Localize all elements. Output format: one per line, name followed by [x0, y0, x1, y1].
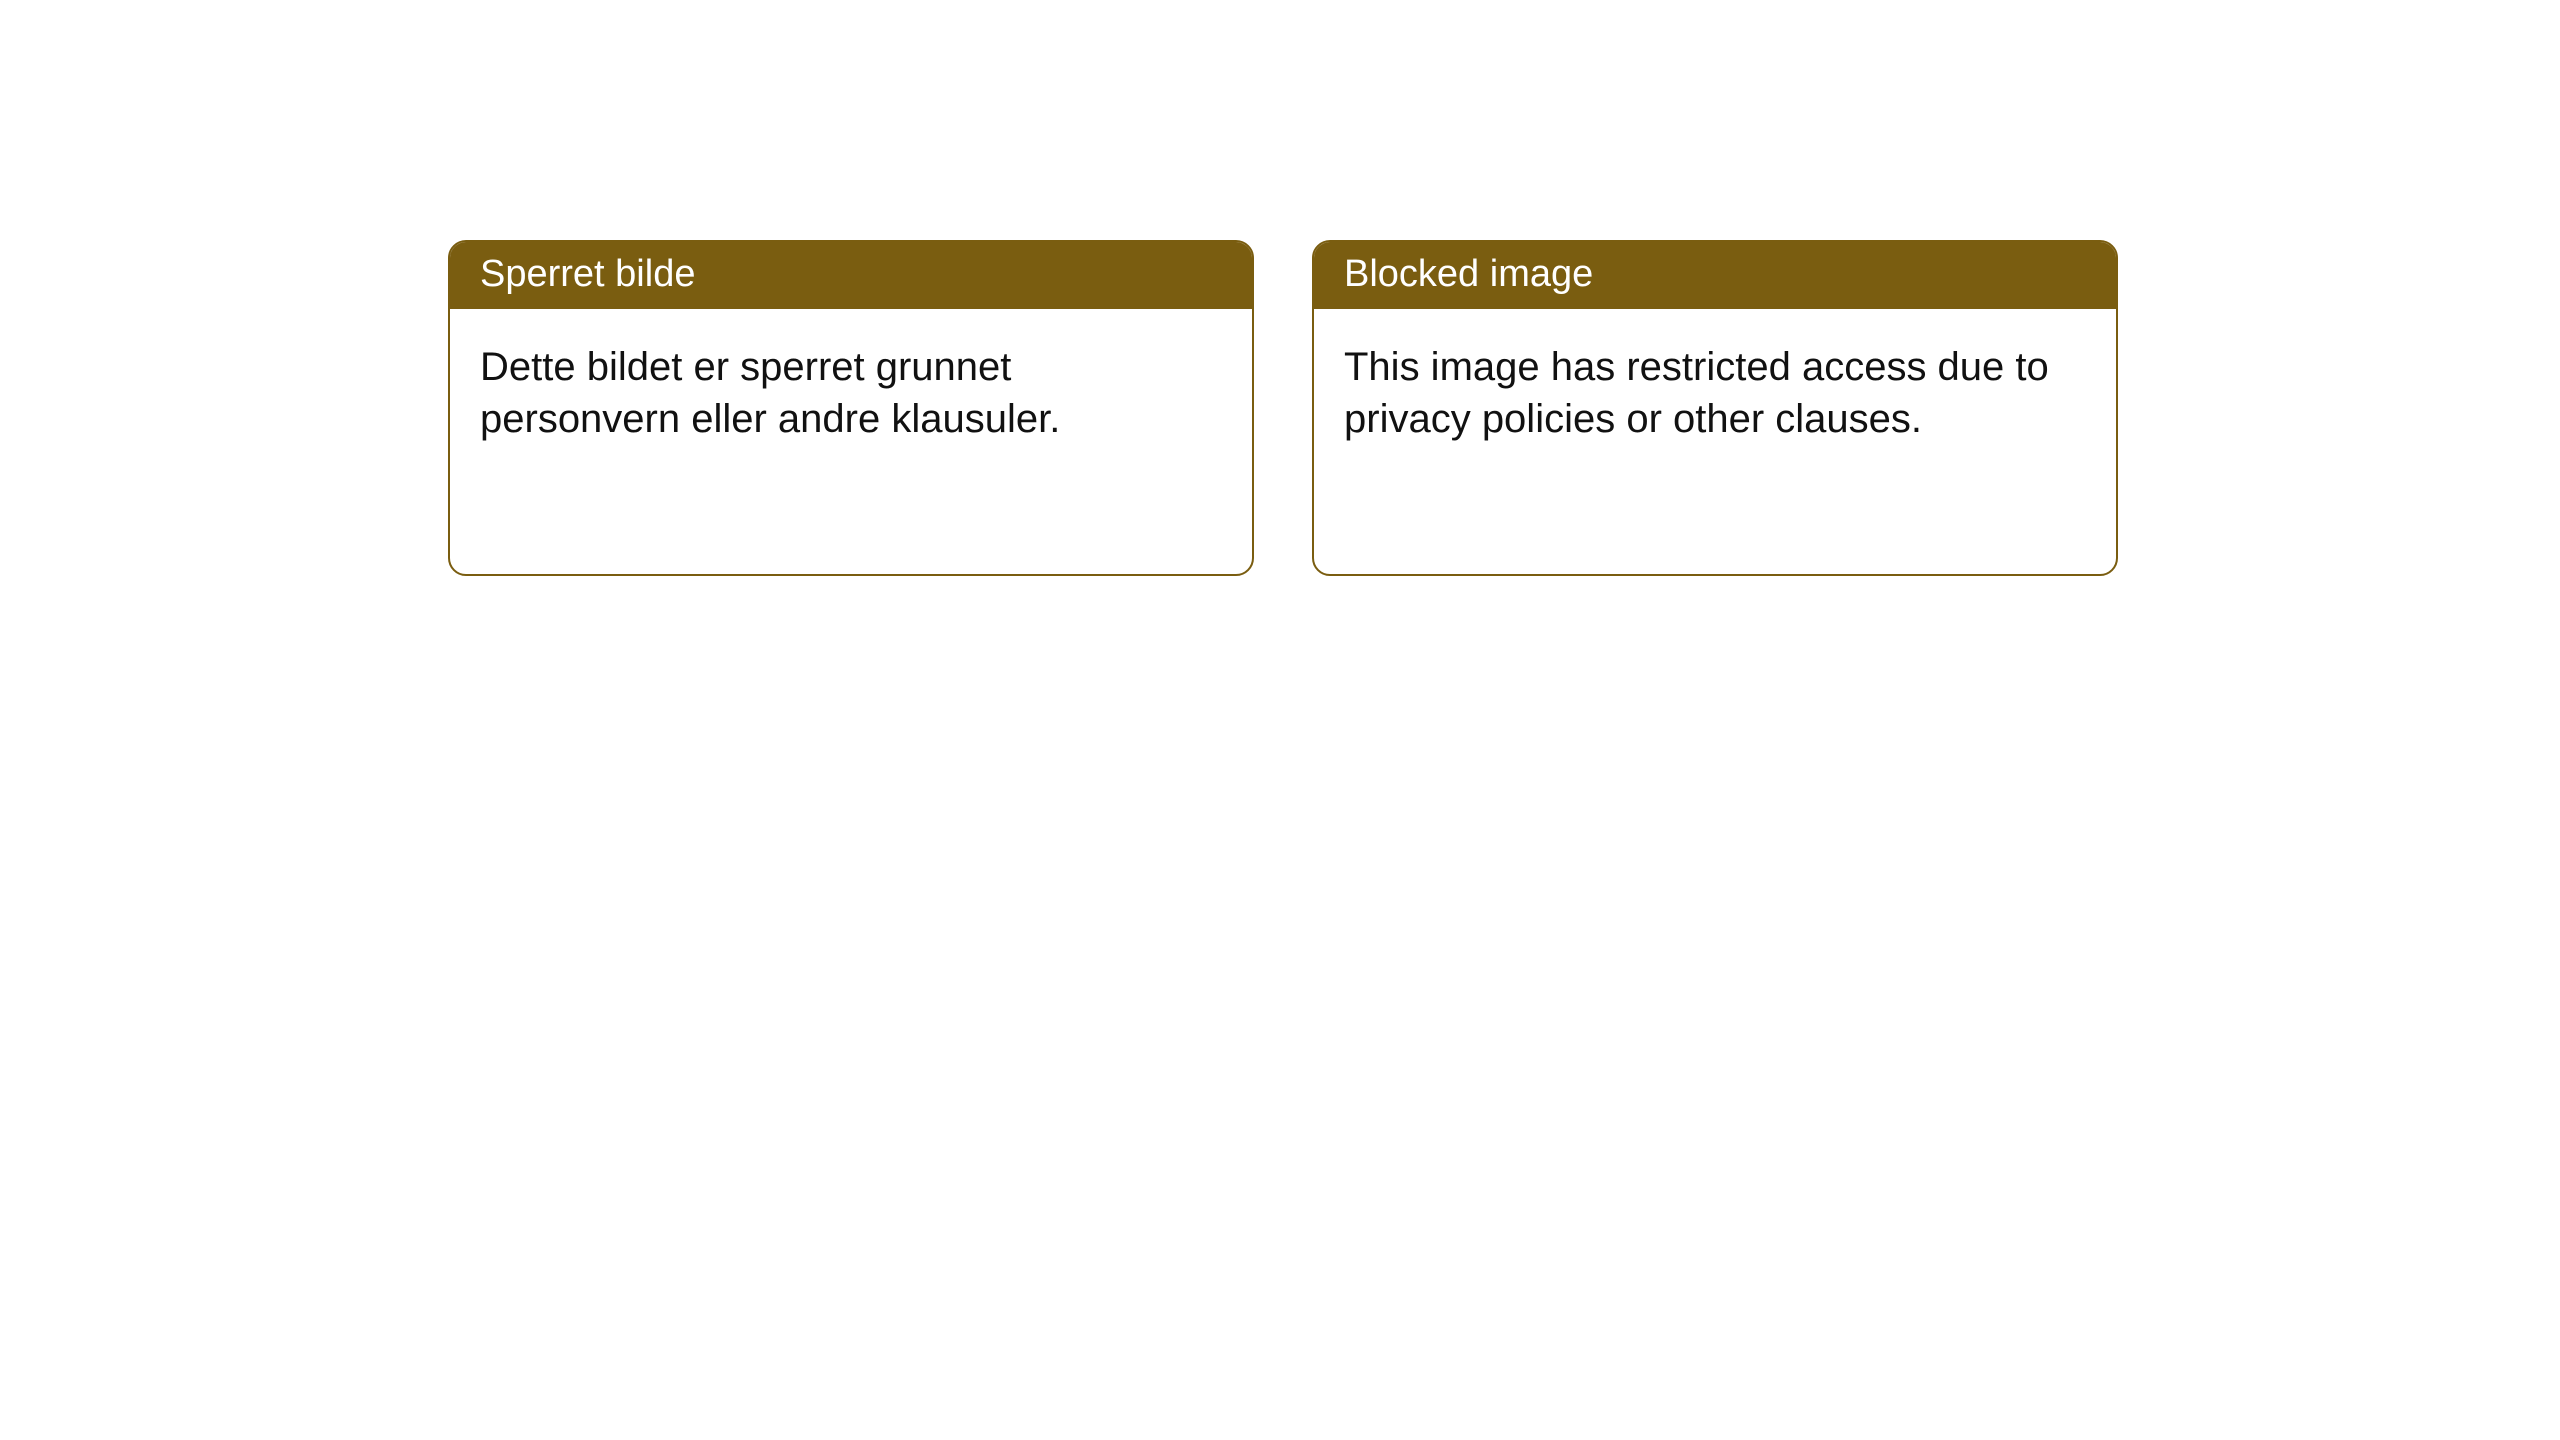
notice-body-norwegian: Dette bildet er sperret grunnet personve… [450, 309, 1252, 477]
notice-card-english: Blocked image This image has restricted … [1312, 240, 2118, 576]
notice-card-norwegian: Sperret bilde Dette bildet er sperret gr… [448, 240, 1254, 576]
notice-container: Sperret bilde Dette bildet er sperret gr… [0, 0, 2560, 576]
notice-body-english: This image has restricted access due to … [1314, 309, 2116, 477]
notice-header-english: Blocked image [1314, 242, 2116, 309]
notice-header-norwegian: Sperret bilde [450, 242, 1252, 309]
